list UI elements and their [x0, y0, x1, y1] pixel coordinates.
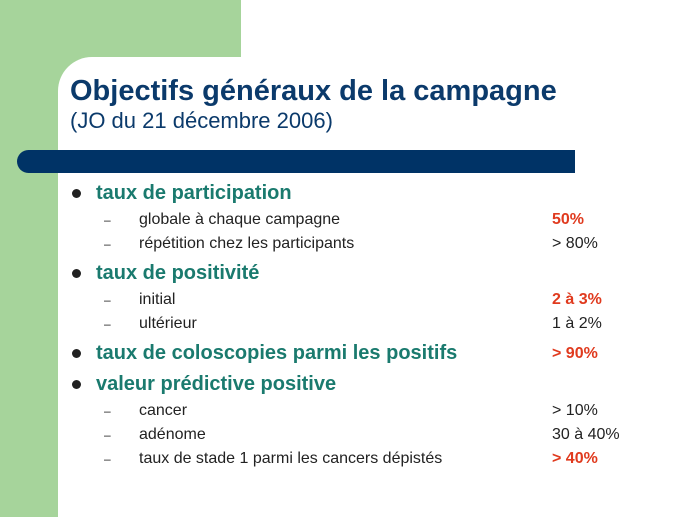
content-panel	[58, 57, 689, 527]
bullet-dot	[72, 189, 81, 198]
sub-item-label: taux de stade 1 parmi les cancers dépist…	[139, 450, 443, 467]
sub-item-adenome: – adénome 30 à 40%	[0, 425, 689, 445]
sub-item-cancer: – cancer > 10%	[0, 401, 689, 421]
bullet-label: taux de coloscopies parmi les positifs	[96, 342, 458, 364]
sub-item-label: adénome	[139, 426, 206, 443]
bullet-label: valeur prédictive positive	[96, 373, 337, 395]
sub-item-label: répétition chez les participants	[139, 235, 355, 252]
sub-item-label: globale à chaque campagne	[139, 211, 341, 228]
bullet-label: taux de positivité	[96, 262, 260, 284]
bullet-taux-positivite: taux de positivité	[0, 261, 689, 287]
dash-marker: –	[104, 428, 111, 442]
bullet-dot	[72, 349, 81, 358]
bullet-dot	[72, 380, 81, 389]
dash-marker: –	[104, 213, 111, 227]
sub-item-initial: – initial 2 à 3%	[0, 290, 689, 310]
title-divider-bar	[17, 150, 575, 173]
sub-item-label: cancer	[139, 402, 188, 419]
bullet-valeur-predictive: valeur prédictive positive	[0, 372, 689, 398]
sub-item-value: > 10%	[552, 402, 598, 419]
sub-item-value: 2 à 3%	[552, 291, 602, 308]
sub-item-globale: – globale à chaque campagne 50%	[0, 210, 689, 230]
sub-item-value: 50%	[552, 211, 585, 228]
slide-subtitle: (JO du 21 décembre 2006)	[70, 108, 333, 133]
sub-item-label: initial	[139, 291, 176, 308]
sub-item-value: > 80%	[552, 235, 598, 252]
dash-marker: –	[104, 237, 111, 251]
bullet-value: > 90%	[552, 345, 598, 362]
bullet-dot	[72, 269, 81, 278]
sub-item-ulterieur: – ultérieur 1 à 2%	[0, 314, 689, 334]
bullet-taux-participation: taux de participation	[0, 181, 689, 207]
sub-item-value: 30 à 40%	[552, 426, 620, 443]
dash-marker: –	[104, 293, 111, 307]
dash-marker: –	[104, 404, 111, 418]
sub-item-value: 1 à 2%	[552, 315, 602, 332]
dash-marker: –	[104, 317, 111, 331]
sub-item-value: > 40%	[552, 450, 598, 467]
sub-item-stade-1: – taux de stade 1 parmi les cancers dépi…	[0, 449, 689, 469]
slide-title: Objectifs généraux de la campagne	[70, 75, 557, 107]
bullet-label: taux de participation	[96, 182, 292, 204]
dash-marker: –	[104, 452, 111, 466]
sub-item-label: ultérieur	[139, 315, 197, 332]
bullet-taux-coloscopies: taux de coloscopies parmi les positifs >…	[0, 341, 689, 367]
sub-item-repetition: – répétition chez les participants > 80%	[0, 234, 689, 254]
